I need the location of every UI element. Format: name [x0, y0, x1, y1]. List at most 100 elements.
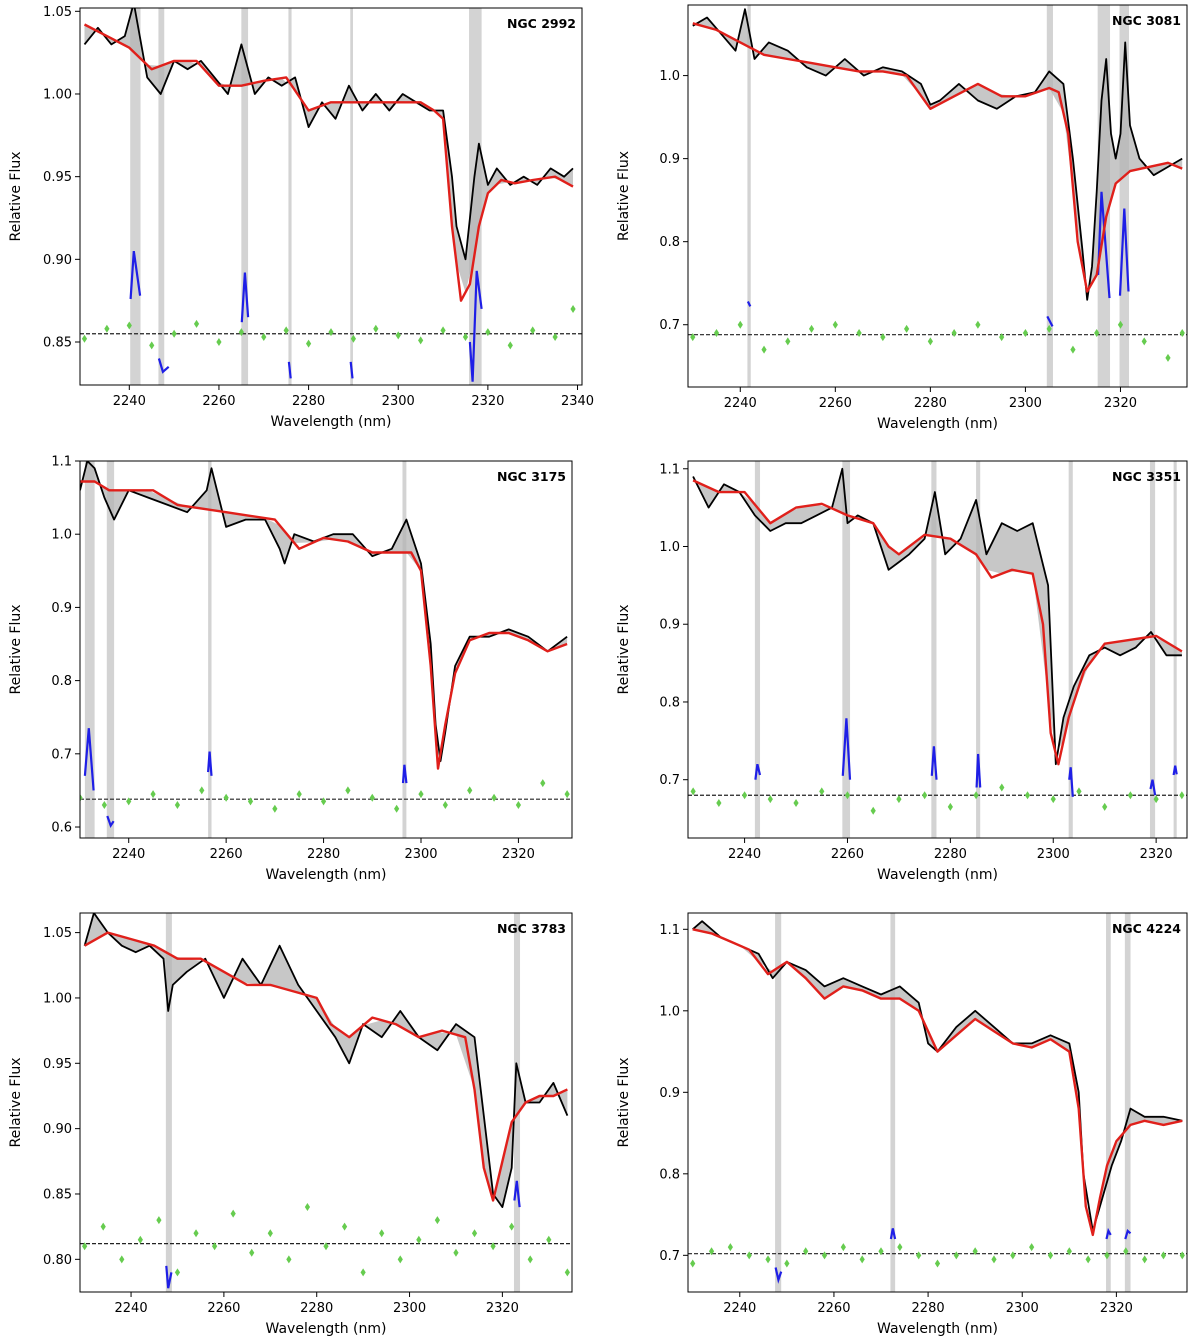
chart-panel-5: 2240 2260 2280 2300 2320 0.80 0.85 0.90 0.95 1.00…: [8, 912, 573, 1337]
masked-region: [130, 8, 141, 385]
masked-region: [842, 461, 851, 838]
residual-point: [471, 1229, 478, 1238]
y-tick-label: 0.80: [43, 1253, 72, 1268]
residual-point: [171, 329, 177, 338]
residual-point: [193, 319, 200, 328]
residual-point: [803, 1247, 809, 1256]
residual-point: [453, 1248, 459, 1257]
masked-region: [1046, 5, 1053, 387]
x-tick-label: 2320: [1140, 847, 1173, 862]
residual-point: [765, 1255, 771, 1264]
residual-point: [953, 1251, 959, 1260]
masked-region: [165, 913, 172, 1292]
residual-point: [713, 329, 720, 338]
model-spectrum-line: [692, 928, 1183, 1237]
residual-point: [230, 1209, 236, 1218]
residual-point: [761, 345, 767, 354]
x-tick-label: 2300: [1009, 396, 1042, 411]
x-tick-label: 2260: [819, 396, 852, 411]
y-tick-label: 0.9: [659, 618, 680, 633]
residual-point: [999, 783, 1005, 792]
masked-region: [754, 461, 761, 838]
x-tick-label: 2260: [202, 394, 235, 409]
x-axis-label: Wavelength (nm): [266, 1321, 387, 1337]
residual-point: [570, 304, 576, 313]
residual-point: [870, 806, 876, 815]
panel-title: NGC 3175: [497, 469, 566, 484]
residual-point: [515, 801, 522, 810]
residual-point: [999, 333, 1005, 342]
residual-point: [1102, 802, 1108, 811]
y-tick-label: 0.9: [659, 1086, 680, 1101]
masked-residual-line: [889, 1228, 897, 1240]
observed-spectrum-line: [83, 913, 569, 1208]
residual-point: [1179, 1251, 1185, 1260]
residual-point: [360, 1268, 366, 1277]
y-tick-label: 0.90: [43, 253, 72, 268]
x-tick-label: 2260: [207, 1301, 240, 1316]
x-tick-label: 2320: [502, 847, 535, 862]
masked-residual-line: [401, 764, 408, 784]
residual-point: [1179, 329, 1185, 338]
x-tick-label: 2320: [486, 1301, 519, 1316]
masked-residual-line: [746, 301, 752, 307]
residual-point: [199, 786, 205, 795]
residual-point: [328, 328, 334, 337]
plot-area: [688, 461, 1187, 838]
residual-point: [323, 1242, 329, 1251]
residual-point: [467, 786, 473, 795]
y-tick-label: 1.1: [659, 923, 680, 938]
model-spectrum-line: [80, 480, 568, 770]
residual-point: [1094, 329, 1100, 338]
residual-point: [286, 1255, 292, 1264]
masked-region: [106, 461, 115, 838]
x-tick-label: 2320: [1100, 1301, 1133, 1316]
residual-point: [126, 797, 132, 806]
residual-point: [1066, 1247, 1072, 1256]
residual-point: [126, 321, 132, 330]
residual-point: [485, 328, 491, 337]
masked-residual-line: [1118, 208, 1130, 296]
y-tick-label: 1.0: [659, 540, 680, 555]
residual-point: [947, 802, 953, 811]
residual-point: [434, 1216, 440, 1225]
residual-point: [716, 799, 722, 808]
x-tick-label: 2300: [1037, 847, 1070, 862]
residual-point: [897, 1243, 903, 1252]
y-tick-label: 1.1: [51, 455, 72, 470]
residual-point: [767, 795, 773, 804]
residual-point: [80, 793, 83, 802]
residual-point: [249, 1248, 255, 1257]
x-tick-label: 2240: [113, 394, 146, 409]
residual-point: [174, 801, 181, 810]
residual-point: [1179, 791, 1185, 800]
residual-point: [156, 1216, 162, 1225]
residual-point: [397, 1255, 403, 1264]
residual-point: [416, 1235, 422, 1244]
masked-region: [288, 8, 292, 385]
masked-region: [931, 461, 937, 838]
masked-residual-line: [1105, 1227, 1112, 1240]
masked-residual-line: [930, 746, 938, 780]
model-spectrum-line: [84, 931, 568, 1202]
y-tick-label: 1.0: [659, 69, 680, 84]
observed-spectrum-line: [692, 8, 1183, 301]
x-tick-label: 2260: [831, 847, 864, 862]
residual-point: [150, 790, 156, 799]
masked-residual-line: [165, 1265, 173, 1289]
masked-residual-line: [513, 1180, 521, 1208]
residual-point: [238, 328, 244, 337]
residual-point: [1127, 791, 1134, 800]
y-axis-label: Relative Flux: [8, 604, 24, 694]
residual-point: [1153, 795, 1159, 804]
x-tick-label: 2240: [724, 396, 757, 411]
residual-point: [708, 1247, 715, 1256]
y-tick-label: 0.6: [51, 821, 72, 836]
residual-point: [934, 1259, 941, 1268]
residual-point: [540, 779, 546, 788]
residual-point: [784, 1259, 790, 1268]
y-tick-label: 0.8: [659, 235, 680, 250]
y-tick-label: 0.9: [659, 152, 680, 167]
residual-point: [832, 320, 838, 329]
residual-point: [350, 334, 357, 343]
